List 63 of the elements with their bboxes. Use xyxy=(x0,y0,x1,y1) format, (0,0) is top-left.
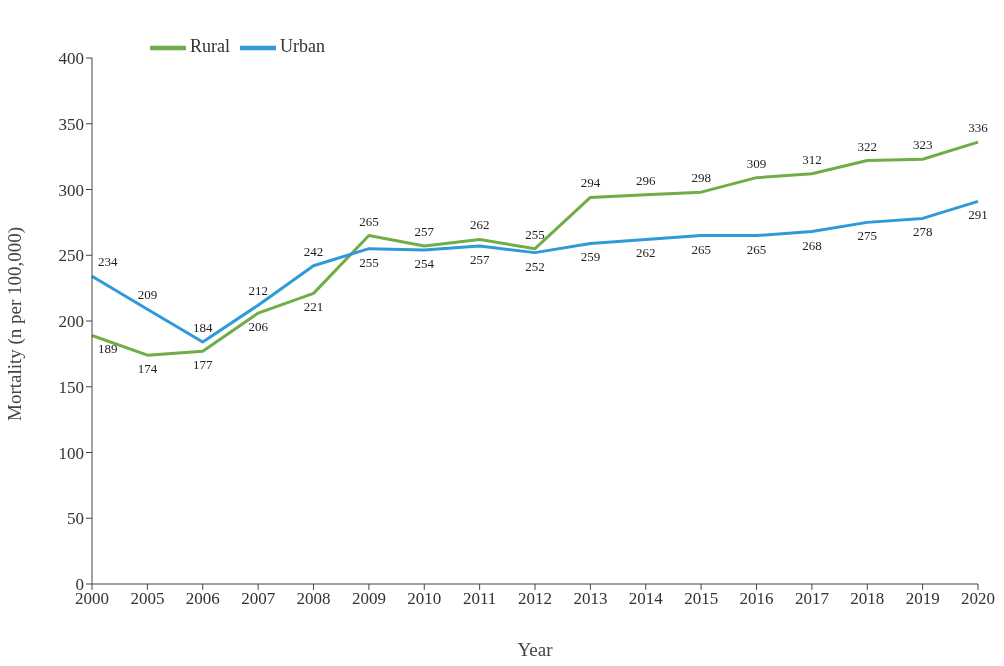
x-tick-label: 2013 xyxy=(573,589,608,609)
data-label: 255 xyxy=(359,254,379,270)
x-tick-label: 2011 xyxy=(462,589,497,609)
x-tick-label: 2014 xyxy=(628,589,664,609)
x-tick-label: 2012 xyxy=(518,589,552,609)
y-axis-title: Mortality (n per 100,000) xyxy=(3,226,26,421)
data-label: 275 xyxy=(857,228,877,244)
data-label: 322 xyxy=(857,138,877,154)
x-tick-label: 2006 xyxy=(185,589,220,609)
data-label: 209 xyxy=(137,287,158,303)
y-tick-label: 50 xyxy=(67,509,84,529)
y-tick-label: 250 xyxy=(58,246,84,266)
data-label: 312 xyxy=(802,151,822,167)
x-tick-label: 2008 xyxy=(296,589,331,609)
data-label: 268 xyxy=(802,237,822,253)
data-label: 254 xyxy=(414,255,435,271)
data-label: 212 xyxy=(248,283,268,299)
x-tick-label: 2007 xyxy=(241,589,276,609)
data-label: 265 xyxy=(359,213,379,229)
x-tick-label: 2009 xyxy=(351,589,386,609)
x-tick-label: 2005 xyxy=(130,589,165,609)
data-label: 278 xyxy=(912,224,933,240)
data-label: 255 xyxy=(525,226,545,242)
data-label: 221 xyxy=(303,299,324,315)
y-tick-label: 300 xyxy=(58,180,84,200)
data-label: 298 xyxy=(691,170,711,186)
data-label: 257 xyxy=(414,224,435,240)
y-tick-label: 100 xyxy=(58,443,84,463)
x-tick-label: 2020 xyxy=(961,589,995,609)
data-label: 257 xyxy=(469,252,490,268)
data-label: 177 xyxy=(193,357,213,373)
data-label: 262 xyxy=(636,245,656,261)
y-tick-label: 200 xyxy=(58,312,84,332)
y-tick-label: 150 xyxy=(58,377,84,397)
data-label: 189 xyxy=(98,341,118,357)
data-label: 265 xyxy=(746,241,767,257)
data-label: 323 xyxy=(912,137,933,153)
data-label: 294 xyxy=(580,175,601,191)
data-label: 174 xyxy=(137,361,158,377)
x-tick-label: 2018 xyxy=(850,589,885,609)
data-label: 296 xyxy=(636,172,656,188)
x-tick-label: 2010 xyxy=(407,589,442,609)
x-tick-label: 2016 xyxy=(739,589,774,609)
x-tick-label: 2015 xyxy=(684,589,719,609)
x-tick-label: 2017 xyxy=(794,589,830,609)
data-label: 184 xyxy=(193,320,213,336)
legend-label: Urban xyxy=(280,36,325,57)
data-label: 252 xyxy=(525,258,545,274)
x-tick-label: 2019 xyxy=(905,589,940,609)
data-label: 242 xyxy=(303,243,324,259)
legend-label: Rural xyxy=(190,36,230,57)
data-label: 262 xyxy=(469,217,490,233)
y-tick-label: 400 xyxy=(58,49,84,69)
data-label: 206 xyxy=(248,319,269,335)
data-label: 309 xyxy=(746,155,767,171)
y-tick-label: 350 xyxy=(58,114,84,134)
data-label: 336 xyxy=(968,120,989,136)
x-tick-label: 2000 xyxy=(75,589,109,609)
data-label: 234 xyxy=(98,254,118,270)
data-label: 291 xyxy=(968,207,988,223)
data-label: 259 xyxy=(580,249,601,265)
x-axis-title: Year xyxy=(517,639,554,660)
data-label: 265 xyxy=(691,241,711,257)
